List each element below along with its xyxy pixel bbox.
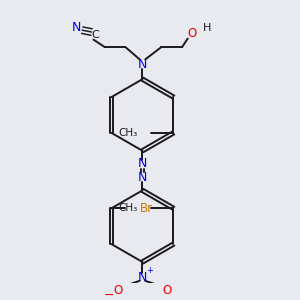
Text: CH₃: CH₃ xyxy=(118,203,138,213)
Text: Br: Br xyxy=(140,202,153,215)
Text: CH₃: CH₃ xyxy=(118,128,138,138)
Text: H: H xyxy=(203,23,211,33)
Text: O: O xyxy=(188,27,197,40)
Text: −: − xyxy=(103,290,114,300)
Text: N: N xyxy=(138,158,147,170)
Text: C: C xyxy=(92,30,99,40)
Text: N: N xyxy=(138,58,147,70)
Text: O: O xyxy=(162,284,172,297)
Text: N: N xyxy=(138,171,147,184)
Text: +: + xyxy=(147,266,153,275)
Text: N: N xyxy=(138,271,147,284)
Text: N: N xyxy=(72,21,81,34)
Text: O: O xyxy=(113,284,123,297)
